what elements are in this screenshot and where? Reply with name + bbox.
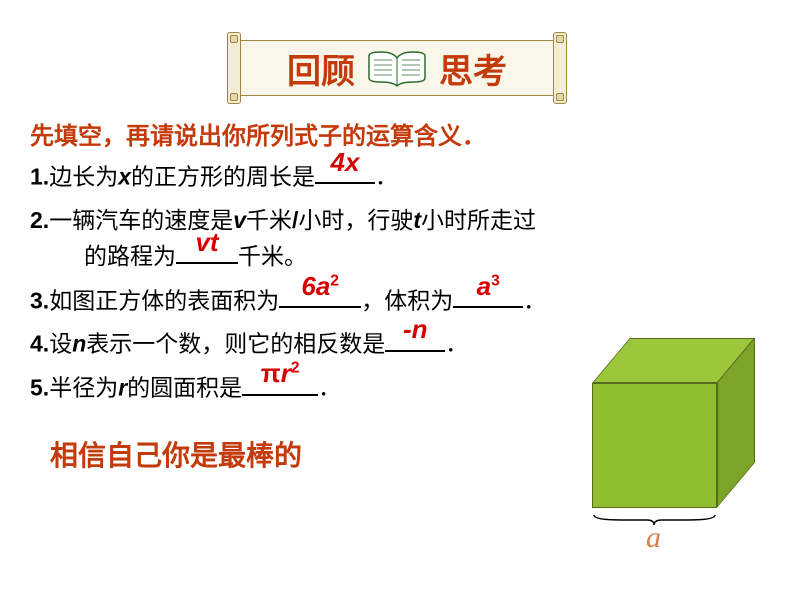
open-book-icon (365, 48, 429, 88)
banner-left: 回顾 (287, 44, 355, 93)
encourage-text: 相信自己你是最棒的 (50, 434, 302, 474)
title-banner: 回顾 思考 (234, 40, 560, 96)
answer-1: 4x (331, 142, 360, 182)
question-3: 3.如图正方体的表面积为6a2，体积为a3． (30, 283, 764, 319)
answer-2: vt (195, 222, 218, 262)
banner-right: 思考 (439, 44, 507, 93)
answer-3a: 6a2 (301, 266, 339, 306)
question-2: 2.一辆汽车的速度是v千米/小时，行驶t小时所走过 的路程为vt千米。 (30, 203, 764, 275)
cube-edge-label: a (646, 521, 661, 555)
intro-text: 先填空，再请说出你所列式子的运算含义． (30, 116, 764, 151)
cube-figure: a (572, 338, 756, 508)
cube-front-face (592, 383, 717, 508)
answer-3b: a3 (477, 266, 500, 306)
answer-4: -n (403, 309, 428, 349)
answer-5: πr2 (261, 353, 300, 393)
question-1: 1.边长为x的正方形的周长是4x． (30, 159, 764, 195)
